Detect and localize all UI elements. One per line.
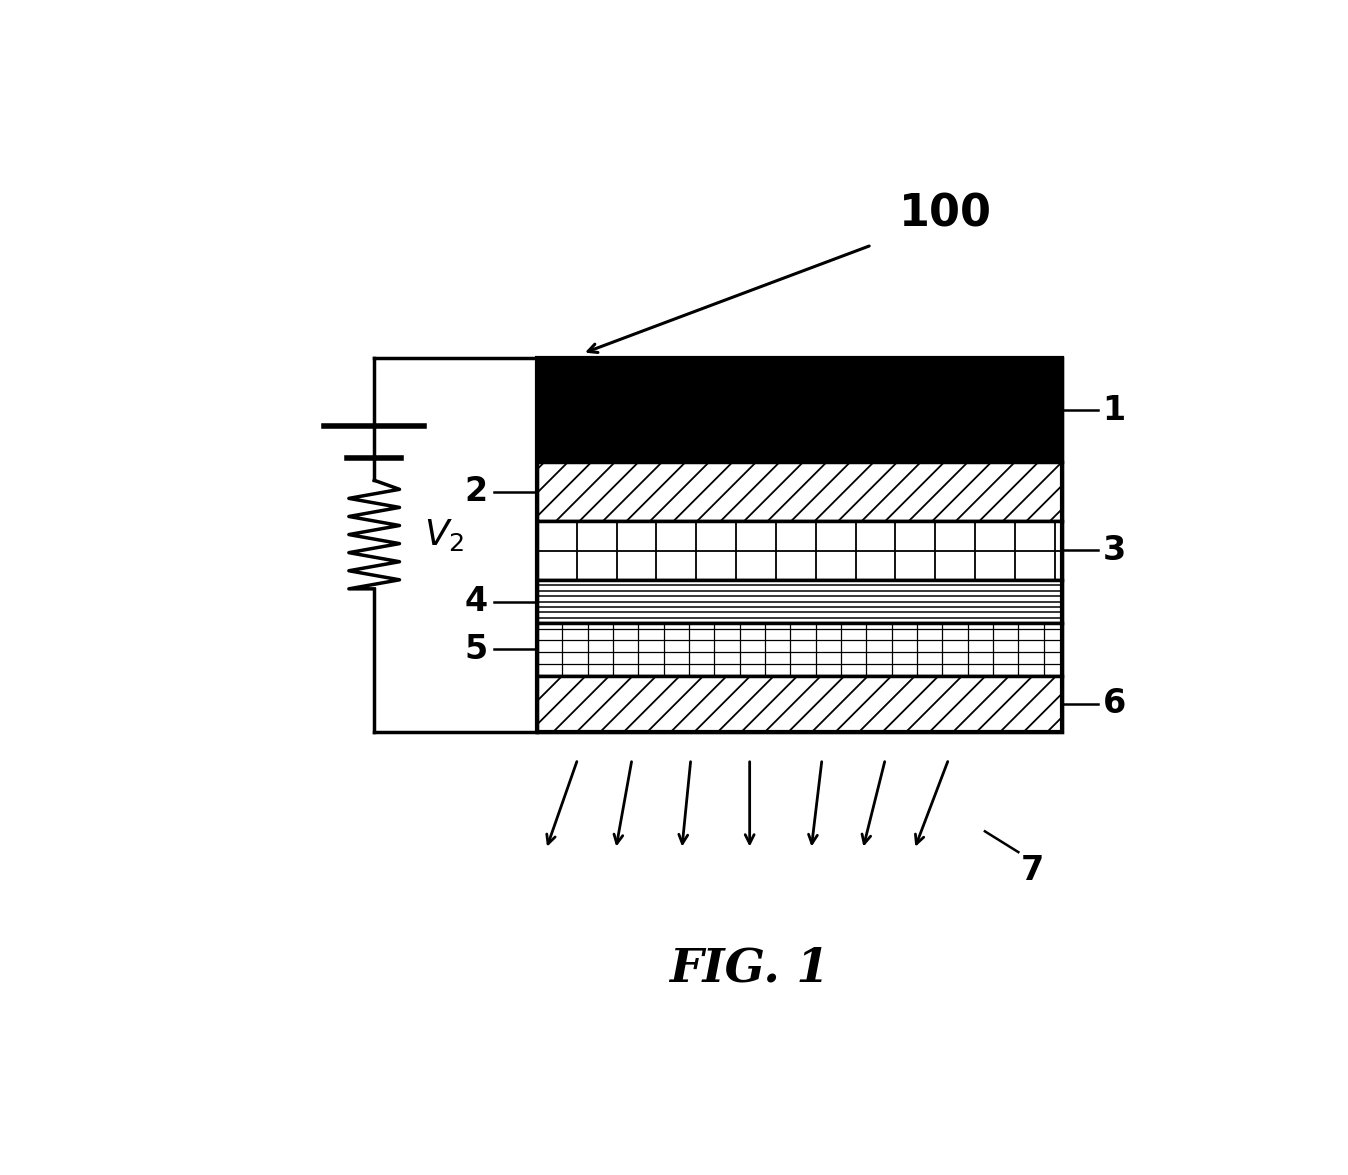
Text: 2: 2 [464, 475, 487, 508]
Text: 100: 100 [899, 193, 992, 236]
Text: 3: 3 [1103, 533, 1126, 566]
Text: 5: 5 [464, 633, 487, 666]
Text: 1: 1 [1103, 394, 1126, 427]
Text: $V_2$: $V_2$ [425, 517, 464, 552]
Bar [537, 676, 1062, 732]
Text: 7: 7 [1020, 854, 1045, 887]
Bar [537, 358, 1062, 732]
Bar [537, 579, 1062, 623]
Bar [537, 623, 1062, 676]
Text: 4: 4 [464, 585, 487, 618]
Text: FIG. 1: FIG. 1 [670, 946, 830, 992]
Bar [537, 462, 1062, 521]
Bar [537, 358, 1062, 462]
Bar [537, 521, 1062, 579]
Text: 6: 6 [1103, 687, 1126, 720]
